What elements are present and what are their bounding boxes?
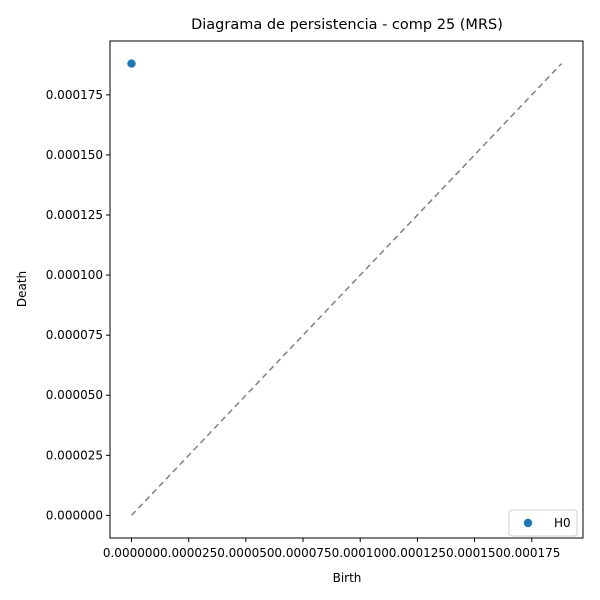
y-tick-label: 0.000075 <box>46 328 103 342</box>
x-tick-label: 0.000150 <box>446 546 503 560</box>
diagonal-reference-line <box>130 63 563 516</box>
x-tick-label: 0.000075 <box>274 546 331 560</box>
points-layer <box>127 59 136 68</box>
plot-area <box>109 40 584 539</box>
x-tick-label: 0.000100 <box>332 546 389 560</box>
y-axis-label: Death <box>15 271 29 307</box>
y-tick-label: 0.000050 <box>46 388 103 402</box>
data-point-h0-0 <box>127 59 136 68</box>
legend-marker-h0 <box>523 518 533 528</box>
x-axis-label: Birth <box>333 571 362 585</box>
x-tick-label: 0.000025 <box>160 546 217 560</box>
y-tick-label: 0.000125 <box>46 208 103 222</box>
legend-label-h0: H0 <box>554 516 571 530</box>
y-tick-label: 0.000150 <box>46 148 103 162</box>
y-tick-label: 0.000025 <box>46 448 103 462</box>
x-tick-label: 0.000175 <box>503 546 560 560</box>
chart-title: Diagrama de persistencia - comp 25 (MRS) <box>191 17 503 33</box>
x-tick-label: 0.000125 <box>389 546 446 560</box>
legend: H0 <box>508 509 578 537</box>
y-tick-label: 0.000000 <box>46 508 103 522</box>
y-axis-ticks: 0.000000 0.000025 0.000050 0.000075 0.000100… <box>46 88 110 522</box>
x-axis-ticks: 0.000000 0.000025 0.000050 0.000075 0.000100… <box>103 538 560 560</box>
legend-frame <box>508 509 578 537</box>
y-tick-label: 0.000100 <box>46 268 103 282</box>
axes-frame <box>109 40 584 539</box>
x-tick-label: 0.000050 <box>217 546 274 560</box>
x-tick-label: 0.000000 <box>103 546 160 560</box>
y-tick-label: 0.000175 <box>46 88 103 102</box>
